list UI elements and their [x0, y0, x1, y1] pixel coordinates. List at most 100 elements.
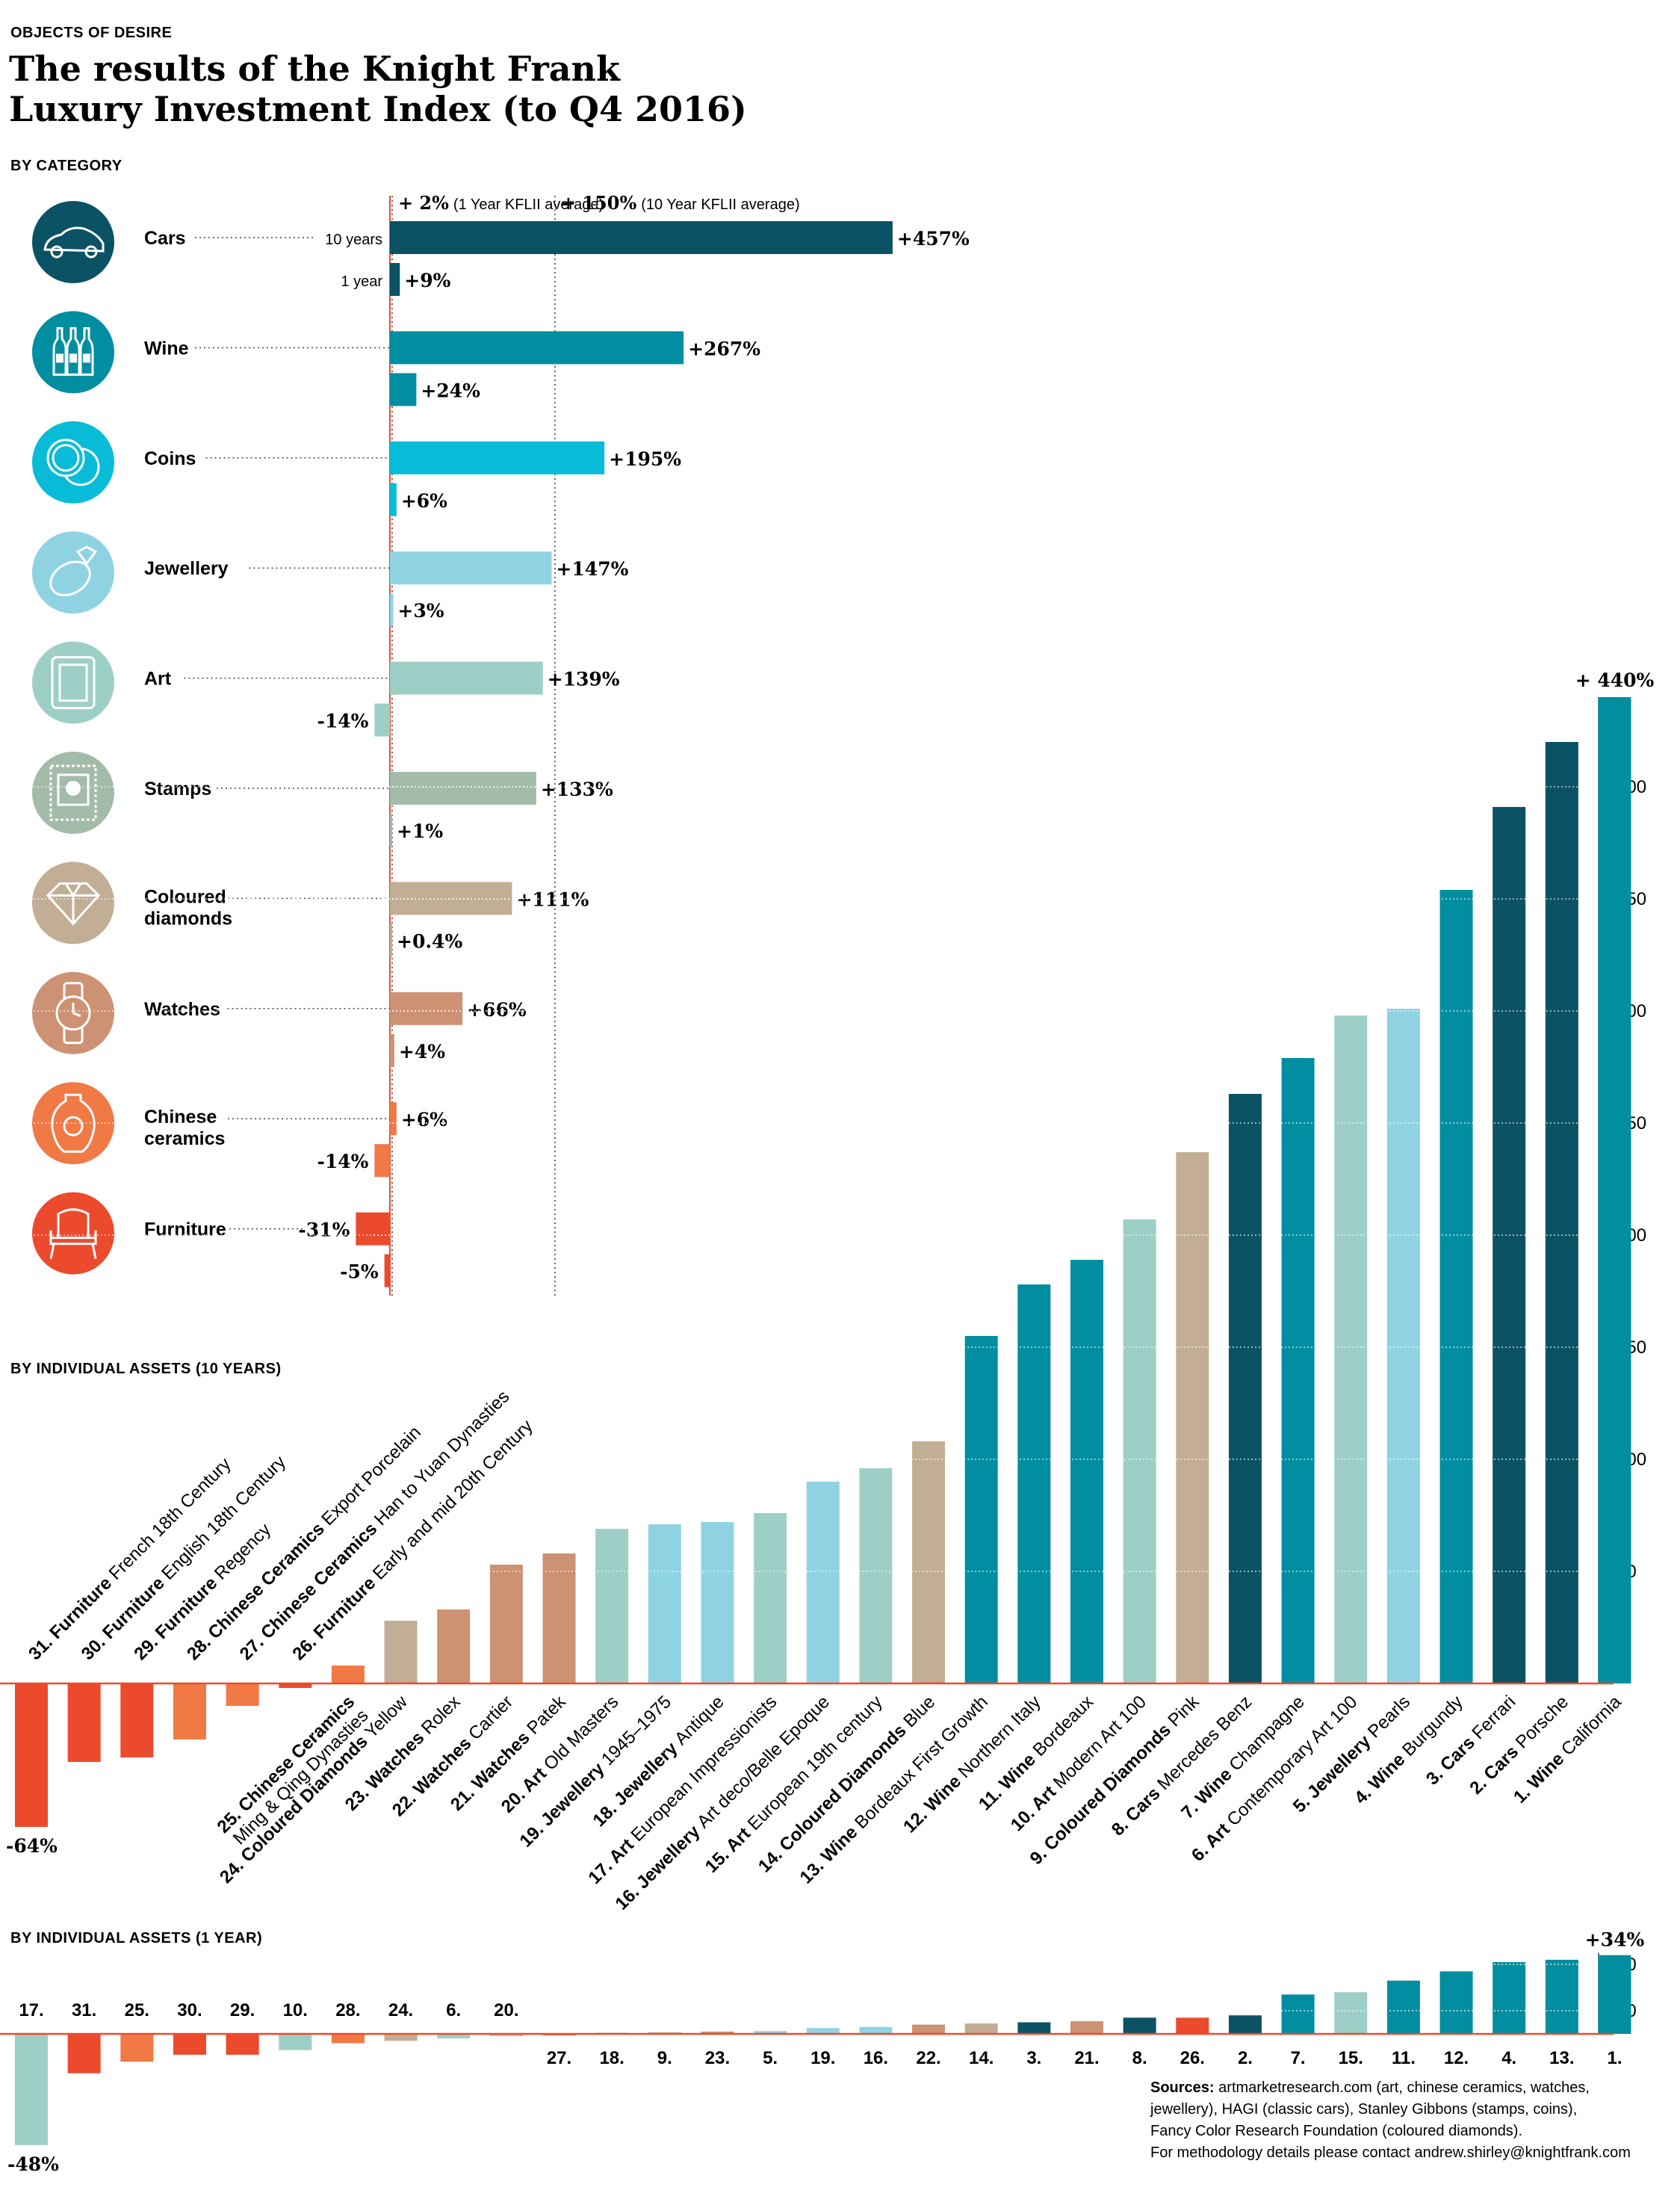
asset-label-text: 24. Coloured Diamonds Yellow	[216, 1692, 412, 1887]
bar-asset-9	[1176, 1152, 1209, 1683]
watch-hands	[72, 1002, 81, 1018]
bar-1y-label: +9%	[404, 270, 450, 291]
diamond-shape	[46, 882, 101, 926]
sources: Sources: artmarketresearch.com (art, chi…	[1150, 2079, 1631, 2161]
bar-10y	[390, 1102, 397, 1136]
bar-1y	[390, 263, 400, 296]
rank-label: 31.	[72, 2000, 96, 2020]
bar-10y	[390, 221, 893, 254]
rank-label: 9.	[657, 2048, 672, 2068]
category-row-jewellery: Jewellery +147% +3%	[32, 531, 629, 627]
bar-asset-26	[279, 1683, 312, 1688]
bar-1y-asset-13	[1545, 1959, 1578, 2034]
bar-10y-label: +6%	[401, 1109, 447, 1131]
bar-1y-label: +0.4%	[397, 930, 462, 952]
car-icon	[32, 201, 114, 283]
rank-label: 24.	[388, 2000, 413, 2020]
bar-1y-asset-3	[1017, 2022, 1051, 2034]
bar-asset-31	[15, 1683, 48, 1827]
bar-asset-15	[859, 1468, 893, 1683]
rank-label: 6.	[446, 2000, 461, 2020]
bar-1y-asset-22	[912, 2024, 946, 2034]
category-row-art: Art +139% -14%	[32, 641, 620, 737]
peak-label-10y: + 440%	[1575, 669, 1655, 691]
wine-bottles-icon	[32, 311, 114, 394]
rank-label: 26.	[1180, 2048, 1205, 2068]
avg-1y-caption: (1 Year KFLII average)	[453, 197, 604, 213]
bar-10y-label: +195%	[609, 448, 681, 470]
car-wheel	[50, 245, 63, 259]
frame-outer	[51, 656, 96, 710]
rank-label: 22.	[916, 2048, 940, 2068]
category-label: Stamps	[144, 779, 211, 800]
icon-disc	[32, 1192, 114, 1275]
asset-label: 24. Coloured Diamonds Yellow	[216, 1692, 412, 1887]
chair-back	[57, 1208, 90, 1238]
category-label: Cars	[144, 228, 186, 249]
bar-1y	[390, 593, 394, 627]
ring-gem	[75, 545, 98, 566]
bar-1y-asset-11	[1386, 1980, 1420, 2034]
sources-line-2: jewellery), HAGI (classic cars), Stanley…	[1150, 2101, 1577, 2118]
bar-1y-asset-16	[859, 2026, 893, 2034]
bar-10y-label: +457%	[897, 228, 970, 250]
bar-1y-asset-17	[15, 2034, 48, 2145]
asset-label-text: 25. Chinese CeramicsMing & Qing Dynastie…	[214, 1692, 373, 1851]
bar-10y	[390, 441, 605, 474]
bar-1y-label: -14%	[317, 1151, 368, 1172]
asset-label-text: 2. Cars Porsche	[1466, 1692, 1572, 1799]
bar-1y-label: +6%	[401, 490, 447, 512]
bar-1y-asset-24	[384, 2034, 418, 2041]
bar-1y	[390, 373, 417, 406]
asset-sub: Patek	[523, 1691, 570, 1738]
bar-1y-asset-14	[964, 2023, 998, 2034]
diamond-icon	[32, 862, 114, 944]
bar-asset-18	[701, 1522, 734, 1683]
icon-disc	[32, 311, 114, 394]
kicker: OBJECTS OF DESIRE	[10, 25, 172, 41]
bar-10y-label: -31%	[298, 1219, 350, 1241]
bar-10y-label: +133%	[541, 779, 613, 800]
rank-label: 8.	[1132, 2048, 1147, 2068]
rank-label: 21.	[1074, 2048, 1099, 2068]
bar-1y-asset-21	[1070, 2020, 1103, 2034]
category-row-coins: Coins +195% +6%	[32, 421, 681, 516]
rank-label: 5.	[763, 2048, 778, 2068]
rank-label: 2.	[1238, 2048, 1253, 2068]
bar-asset-28	[173, 1683, 206, 1739]
bar-1y-label: -14%	[317, 711, 368, 732]
bar-asset-12	[1017, 1284, 1051, 1683]
asset-sub: Modern Art 100	[1050, 1692, 1150, 1793]
bar-asset-30	[67, 1683, 101, 1762]
bar-10y-label: +147%	[556, 558, 628, 580]
bar-10y	[390, 331, 684, 365]
bar-asset-20	[595, 1529, 629, 1683]
category-label: Coloured	[144, 886, 226, 907]
peak-label-1y: +34%	[1585, 1929, 1645, 1951]
category-label: Chinese	[144, 1107, 217, 1128]
rank-label: 13.	[1549, 2048, 1574, 2068]
sources-line-1: Sources: artmarketresearch.com (art, chi…	[1150, 2079, 1590, 2096]
vase-icon	[32, 1082, 114, 1165]
rank-label: 17.	[19, 2000, 43, 2020]
bar-asset-22	[489, 1565, 523, 1683]
rank-label: 11.	[1392, 2048, 1416, 2068]
bar-asset-27	[226, 1683, 259, 1706]
rank-label: 29.	[230, 2000, 255, 2020]
rank-label: 7.	[1291, 2048, 1306, 2068]
bar-asset-23	[437, 1609, 471, 1683]
rank-label: 20.	[494, 2000, 518, 2020]
bar-1y-asset-25	[120, 2034, 154, 2062]
bar-10y	[356, 1212, 390, 1246]
asset-label-text: 3. Cars Ferrari	[1422, 1692, 1519, 1789]
bar-1y	[390, 483, 397, 516]
bar-1y	[390, 924, 392, 957]
bar-1y-label: +3%	[397, 600, 444, 622]
bar-1y-asset-26	[1176, 2017, 1209, 2034]
bar-1y-label: +24%	[421, 380, 480, 401]
bar-1y-asset-19	[806, 2028, 840, 2034]
bar-1y-asset-1	[1598, 1955, 1631, 2034]
bar-1y-asset-23	[701, 2031, 734, 2034]
bar-1y-label: +1%	[397, 820, 443, 842]
